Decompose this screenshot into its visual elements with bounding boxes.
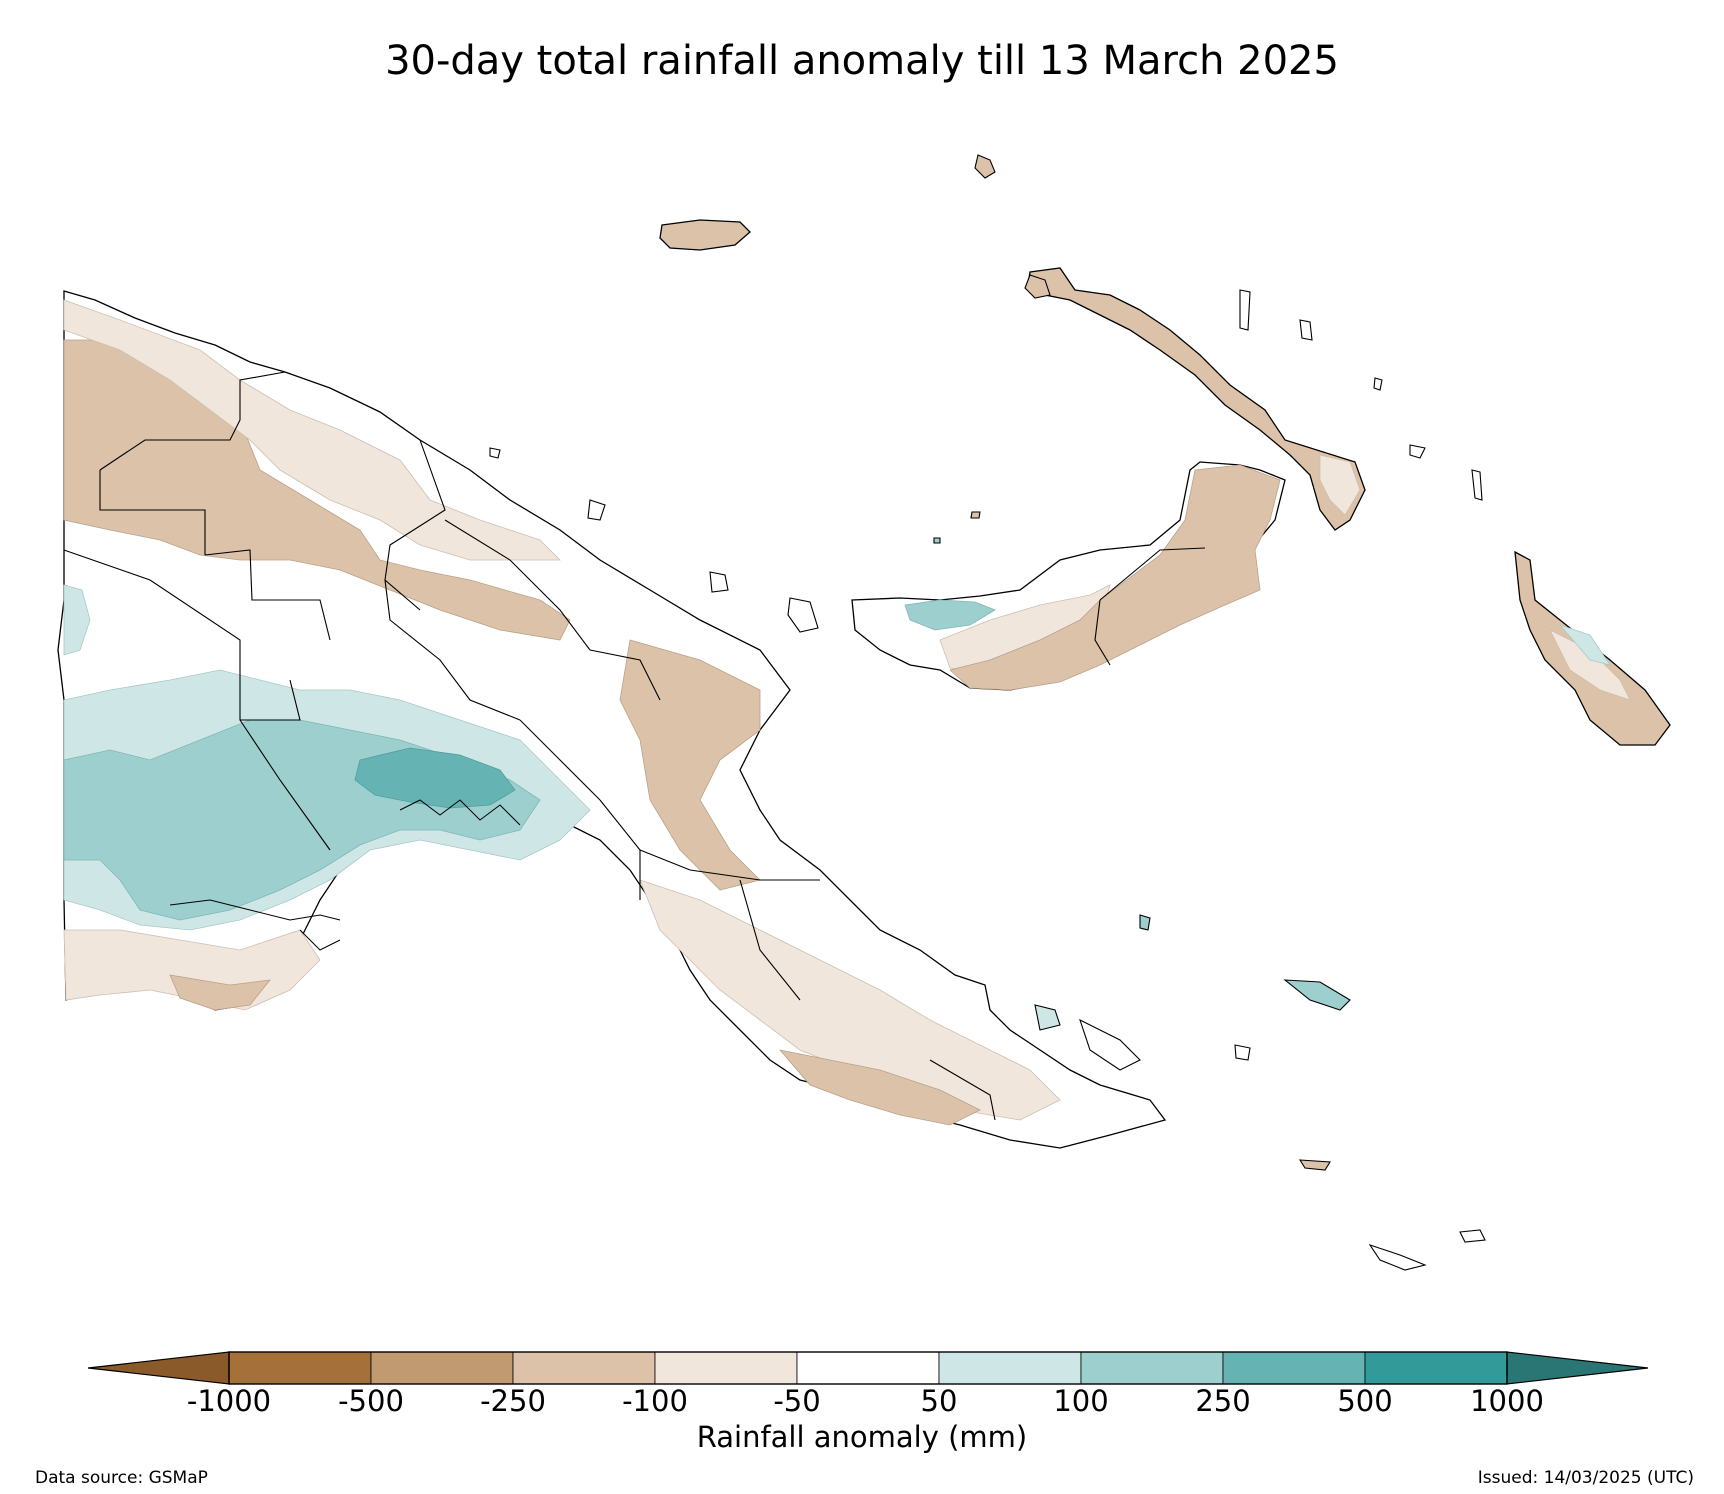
colorbar-tick-label: 1000 [1470,1384,1544,1418]
colorbar-frame [228,1351,1508,1385]
colorbar-band [370,1351,514,1385]
issued-date-note: Issued: 14/03/2025 (UTC) [1477,1468,1694,1488]
bougainville-wet [1558,624,1611,666]
colorbar-band [796,1351,940,1385]
colorbar-tick-label: 50 [920,1384,958,1418]
colorbar-tick-label: -50 [773,1384,821,1418]
colorbar-tick-label: -1000 [186,1384,272,1418]
map-title: 30-day total rainfall anomaly till 13 Ma… [385,38,1339,84]
manus-island [659,219,751,251]
colorbar-title: Rainfall anomaly (mm) [696,1420,1028,1454]
new-britain-boundary [1094,547,1206,666]
fly-river [169,899,341,951]
new-ireland [1027,267,1366,531]
colorbar-tick-label: 500 [1337,1384,1393,1418]
new-ireland-tip-light [1319,454,1361,516]
dry-zone-light-north [63,299,561,561]
southern-coast-inlets [399,799,521,826]
colorbar-band [1364,1351,1508,1385]
colorbar-tick-label: -100 [622,1384,688,1418]
colorbar-tick-label: 100 [1053,1384,1109,1418]
dry-zone-south-east [639,879,1061,1121]
colorbar-band [512,1351,656,1385]
colorbar-extend-high [1506,1351,1649,1385]
new-britain-wet [904,599,996,631]
new-britain-dry [949,464,1281,691]
colorbar-tick-label: 250 [1195,1384,1251,1418]
wet-zone-west-edge [63,584,91,656]
colorbar-band [938,1351,1082,1385]
colorbar-tick-label: -250 [480,1384,546,1418]
dry-zone-east-coast [619,639,761,891]
dry-zone-south-west-strong [169,974,271,1011]
colorbar-bands [228,1351,1508,1385]
colorbar-tick-label: -500 [338,1384,404,1418]
wet-zone-strong-central [354,747,516,809]
colorbar-band [1222,1351,1366,1385]
colorbar-band [1080,1351,1224,1385]
colorbar-band [654,1351,798,1385]
data-source-note: Data source: GSMaP [35,1468,208,1488]
dry-zone-south-tip [778,1049,981,1126]
colorbar-band [228,1351,372,1385]
colorbar-extend-low [87,1351,230,1385]
province-boundaries [63,371,996,1121]
small-islands [489,154,1486,1271]
